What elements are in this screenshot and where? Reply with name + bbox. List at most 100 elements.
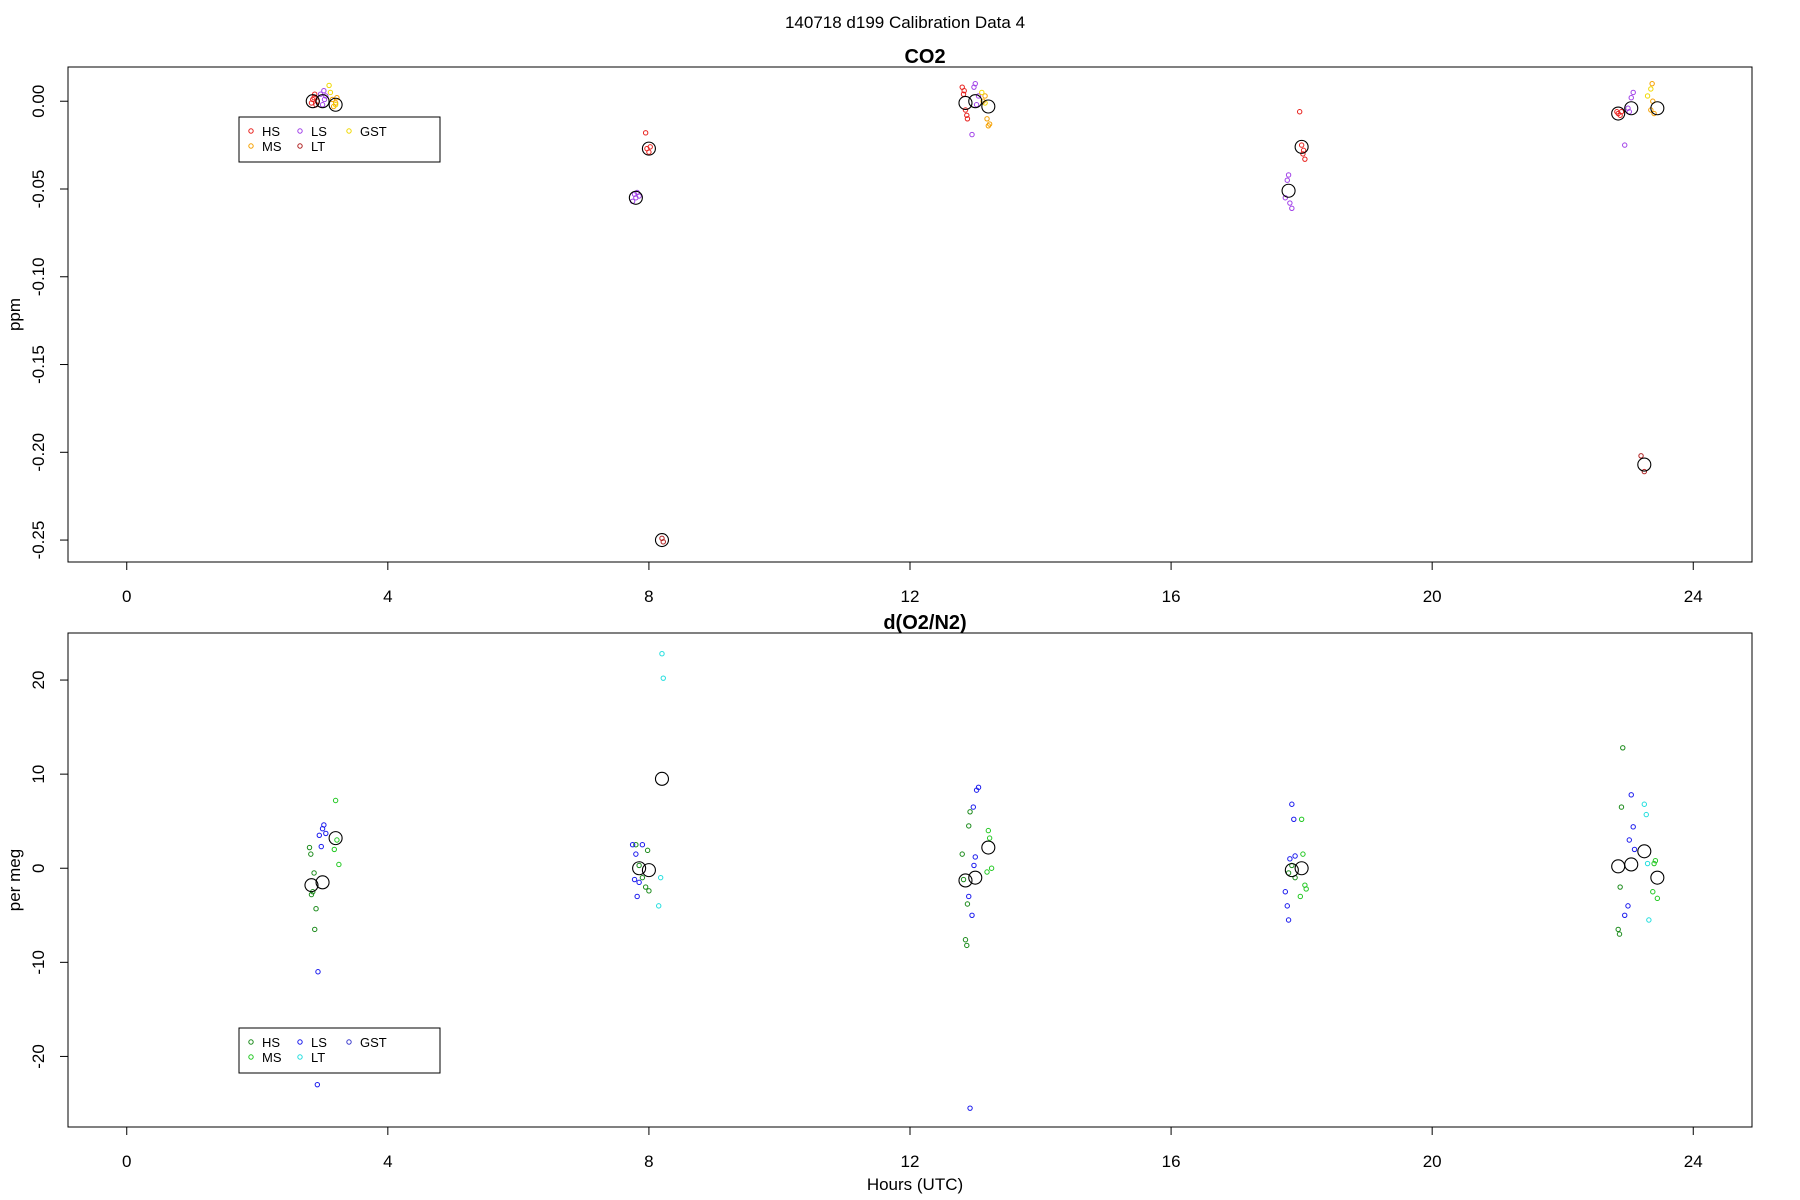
x-tick-label: 0 [122, 587, 131, 606]
mean-point [1624, 101, 1639, 116]
series-ls [314, 784, 1638, 1111]
data-point [969, 912, 975, 918]
mean-point [981, 99, 996, 114]
data-point [975, 93, 982, 99]
data-point [321, 87, 327, 94]
data-point [311, 870, 317, 876]
o2n2-panel: d(O2/N2) 0 4 8 12 16 20 24 Hours (UTC) 20 10 0 -10 -2… [5, 612, 1753, 1194]
data-point [1284, 903, 1290, 909]
data-point [967, 1105, 973, 1111]
data-point [316, 832, 322, 839]
data-point [969, 131, 975, 138]
co2-panel: CO2 0 4 8 12 16 20 24 0.00 -0.05 -0.10 -0.15 -0.20 -0… [5, 46, 1753, 606]
data-point [1641, 468, 1648, 475]
legend-label: LS [311, 124, 327, 139]
data-point [1622, 912, 1628, 918]
data-point [329, 96, 336, 103]
series-lt [656, 651, 1652, 923]
mean-point [654, 771, 670, 786]
data-point [636, 879, 642, 886]
y-axis-label: per meg [5, 849, 24, 911]
y-tick-label: -0.25 [29, 521, 48, 560]
x-tick-label: 0 [122, 1152, 131, 1171]
data-point [1618, 804, 1625, 810]
data-point [315, 969, 321, 975]
data-point [312, 926, 318, 933]
legend-label: GST [360, 1035, 387, 1050]
data-point [660, 675, 666, 681]
mean-point [1637, 844, 1652, 859]
data-point [1289, 205, 1295, 212]
y-tick-label: -10 [29, 950, 48, 975]
y-tick-label: 0 [29, 864, 48, 873]
panel-title: d(O2/N2) [883, 612, 966, 634]
data-point [639, 874, 646, 881]
data-point [1298, 142, 1305, 148]
data-point [639, 842, 646, 848]
data-point [331, 846, 338, 853]
data-point [1644, 860, 1651, 867]
mean-point [1650, 870, 1665, 885]
data-point [1302, 156, 1308, 162]
y-tick-label: 0.00 [29, 85, 48, 118]
mean-point [641, 141, 656, 156]
data-point [326, 82, 332, 89]
legend-box [238, 116, 441, 163]
data-point [1625, 903, 1631, 909]
legend-label: HS [262, 124, 280, 139]
data-point [1285, 917, 1292, 923]
legend-marker [248, 128, 254, 134]
legend-box [238, 1027, 441, 1074]
data-point [972, 854, 978, 860]
data-point [334, 837, 340, 843]
y-tick-label: 20 [29, 671, 48, 690]
legend-marker [297, 1054, 303, 1060]
data-point [314, 1081, 321, 1088]
legend-label: LT [311, 1050, 325, 1065]
data-point [979, 89, 985, 96]
data-point [631, 876, 638, 883]
data-point [1650, 889, 1656, 895]
data-point [636, 862, 642, 869]
mean-point [1281, 183, 1296, 198]
data-point [982, 93, 988, 99]
data-point [964, 116, 971, 122]
data-point [1651, 110, 1657, 117]
data-point [657, 874, 664, 881]
mean-point [1611, 859, 1626, 874]
series-hs [308, 84, 1625, 162]
mean-point [328, 831, 343, 846]
y-tick-label: 10 [29, 765, 48, 784]
data-point [1300, 151, 1306, 157]
legend-marker [297, 128, 303, 134]
data-point [972, 80, 978, 87]
data-point [1300, 851, 1306, 857]
y-tick-label: -20 [29, 1044, 48, 1069]
mean-point [968, 94, 983, 109]
mean-point [1294, 861, 1309, 876]
data-point [644, 847, 651, 854]
legend-label: MS [262, 139, 282, 154]
data-point [318, 843, 324, 850]
mean-point [304, 878, 319, 893]
legend-marker [346, 1039, 352, 1045]
panel-title: CO2 [904, 46, 945, 68]
series-gst [326, 82, 1654, 108]
legend-label: HS [262, 1035, 280, 1050]
data-point [1616, 931, 1623, 937]
mean-series [304, 771, 1665, 893]
data-point [962, 107, 969, 113]
data-point [633, 842, 639, 848]
mean-point [1637, 457, 1652, 472]
y-tick-label: -0.20 [29, 433, 48, 472]
data-point [634, 893, 640, 900]
legend-marker [248, 1039, 254, 1045]
data-point [313, 905, 319, 912]
data-point [986, 835, 993, 841]
data-point [1285, 172, 1292, 178]
data-point [1641, 801, 1648, 807]
data-point [646, 888, 652, 894]
mean-point [958, 95, 973, 111]
mean-point [1624, 857, 1639, 872]
